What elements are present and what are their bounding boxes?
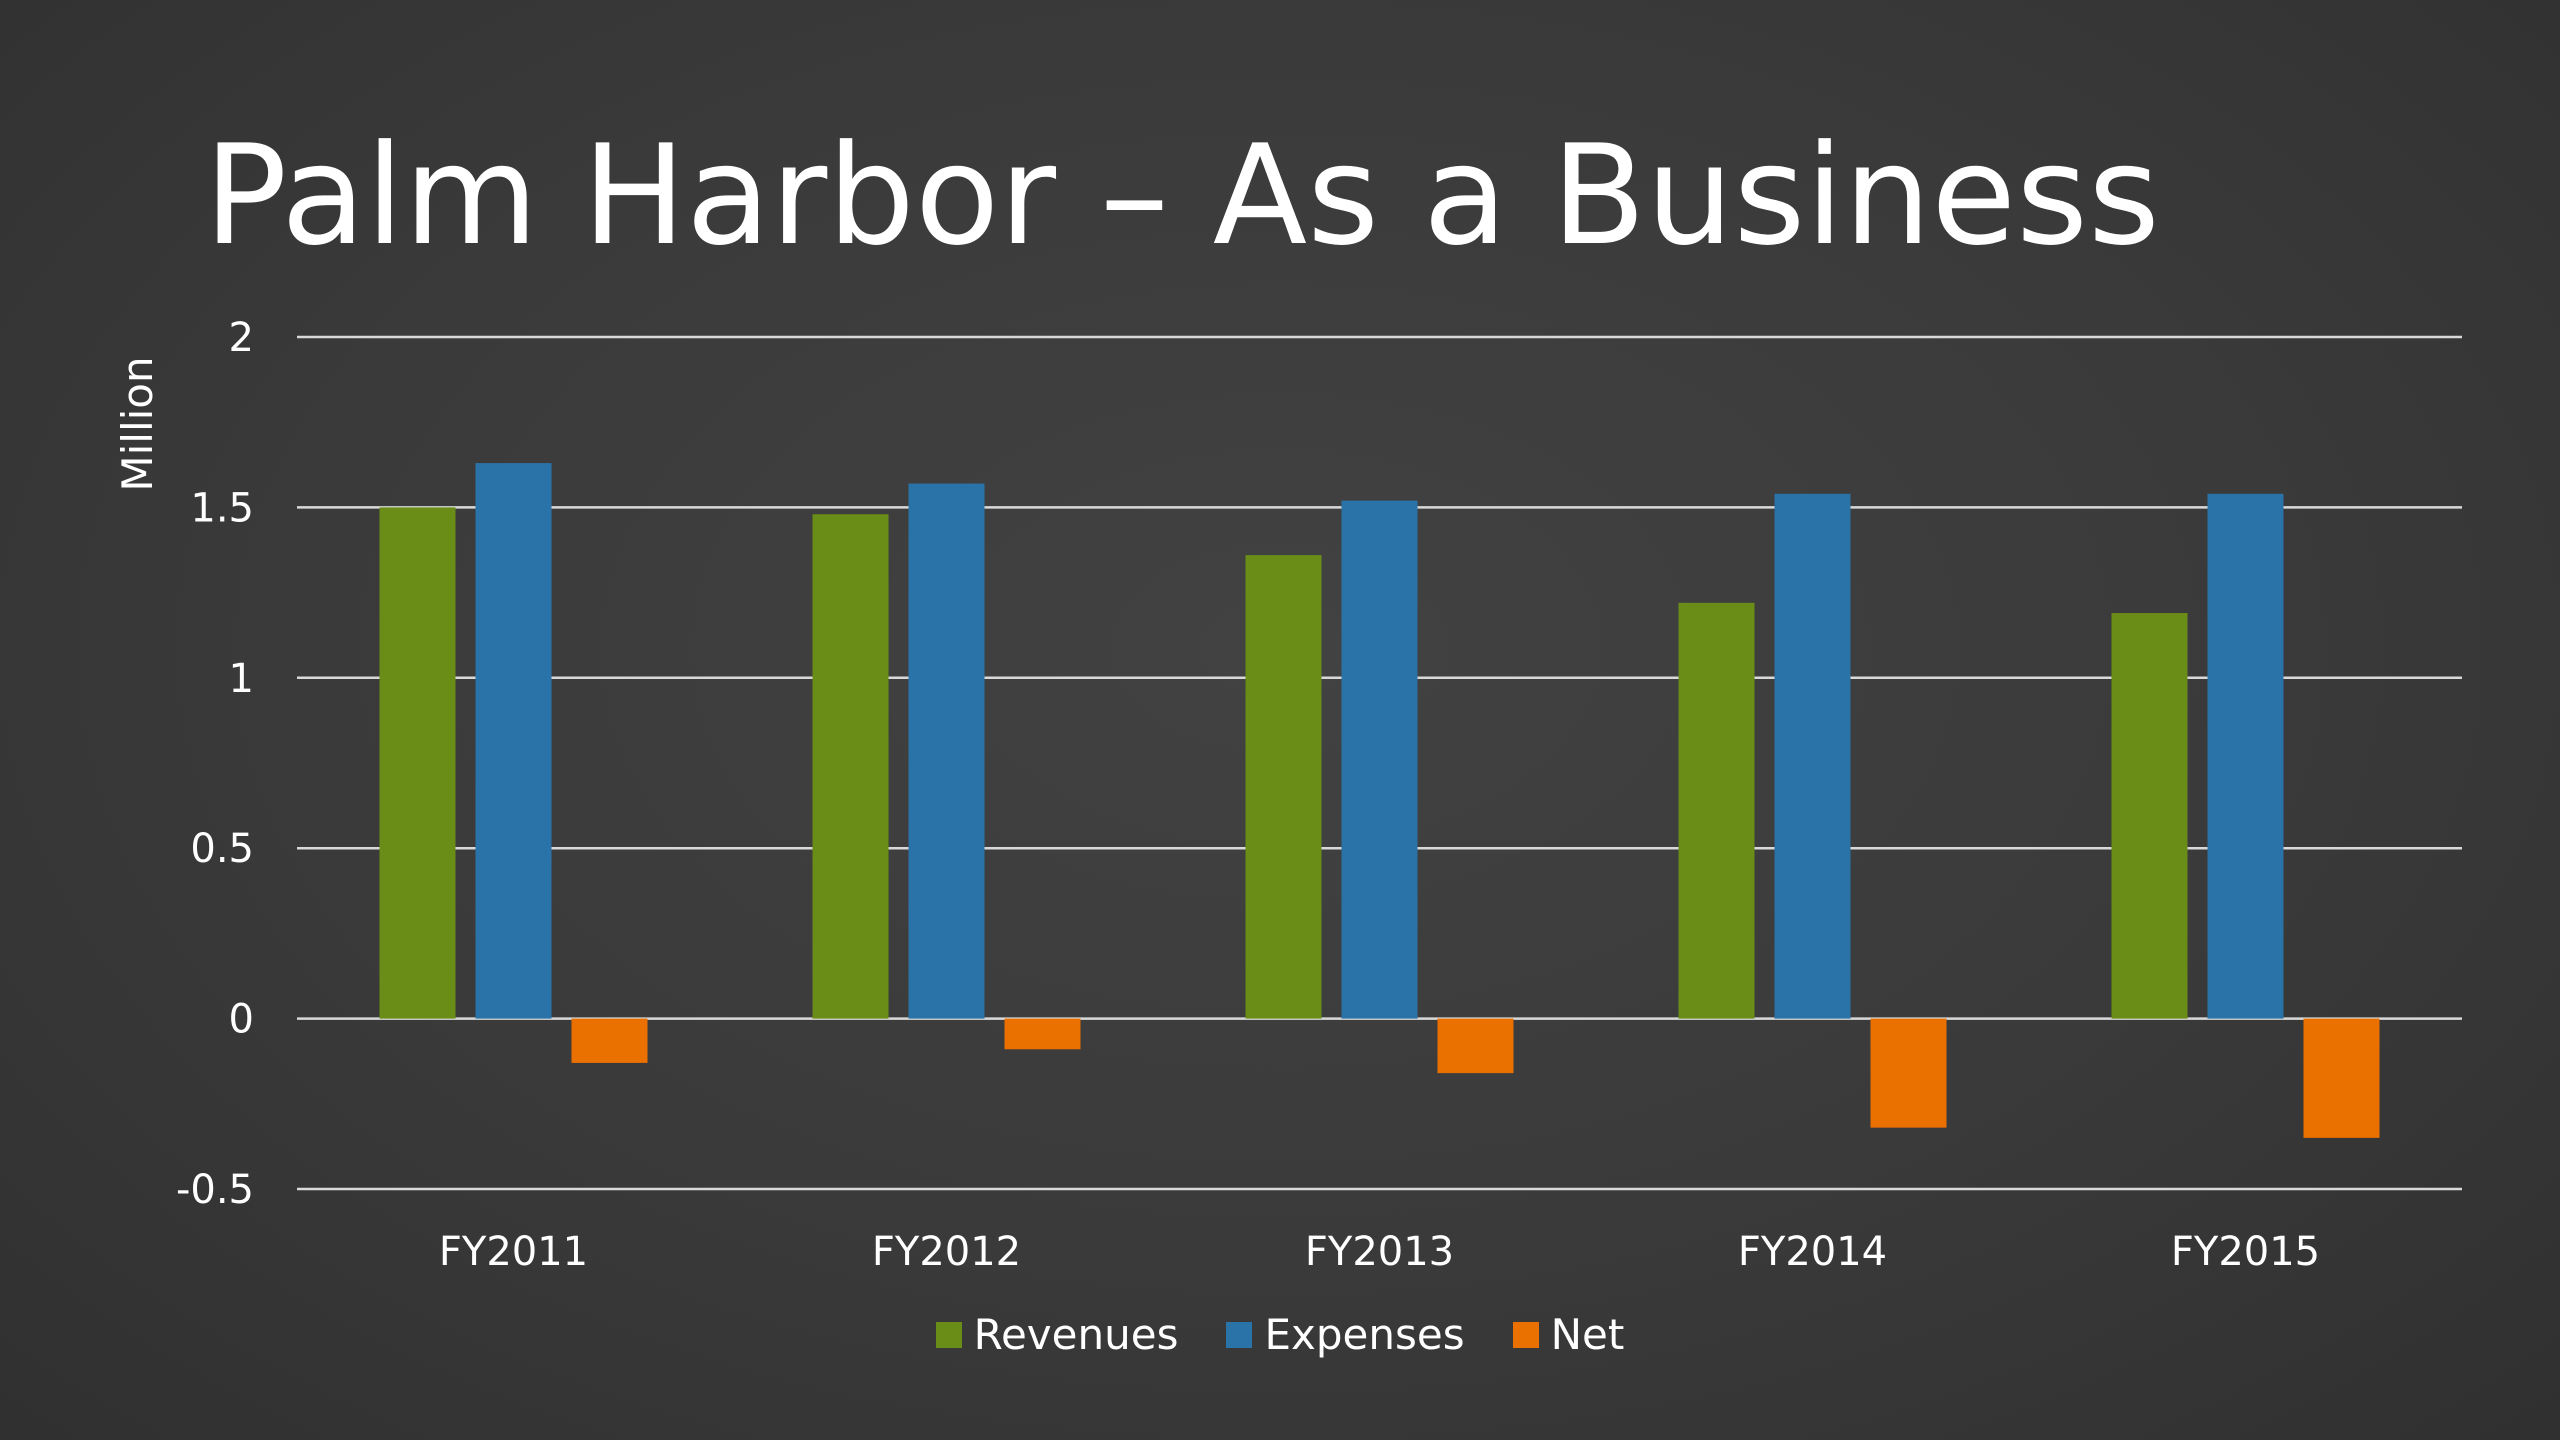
y-axis-ticks: 2 1.5 1 0.5 0 -0.5 xyxy=(176,315,254,1213)
y-tick-label: 1 xyxy=(229,656,254,702)
x-axis-categories: FY2011 FY2012 FY2013 FY2014 FY2015 xyxy=(439,1229,2320,1275)
bar-expenses-fy2011 xyxy=(475,463,552,1019)
y-tick-label: 2 xyxy=(229,315,254,361)
legend-swatch xyxy=(1226,1321,1253,1348)
bar-net-fy2012 xyxy=(1004,1018,1081,1050)
bar-expenses-fy2014 xyxy=(1774,493,1851,1019)
legend-item-revenues: Revenues xyxy=(935,1310,1179,1359)
x-category-label: FY2013 xyxy=(1305,1229,1454,1275)
bar-expenses-fy2015 xyxy=(2207,493,2284,1019)
y-tick-label: 0.5 xyxy=(190,826,254,872)
legend-label: Net xyxy=(1550,1310,1625,1359)
bar-expenses-fy2012 xyxy=(908,483,985,1019)
bar-net-fy2015 xyxy=(2303,1018,2380,1138)
bar-revenues-fy2015 xyxy=(2111,613,2188,1019)
legend-item-net: Net xyxy=(1512,1310,1625,1359)
x-category-label: FY2011 xyxy=(439,1229,588,1275)
legend-label: Expenses xyxy=(1264,1310,1465,1359)
bar-revenues-fy2012 xyxy=(812,514,889,1019)
x-category-label: FY2015 xyxy=(2171,1229,2320,1275)
slide-title: Palm Harbor – As a Business xyxy=(204,115,2160,276)
bar-net-fy2014 xyxy=(1870,1018,1947,1128)
legend-item-expenses: Expenses xyxy=(1226,1310,1465,1359)
bar-expenses-fy2013 xyxy=(1341,500,1418,1019)
legend-swatch xyxy=(1512,1321,1539,1348)
y-axis-title: Million xyxy=(113,356,162,491)
y-tick-label: 0 xyxy=(229,997,254,1043)
bar-net-fy2013 xyxy=(1437,1018,1514,1074)
legend-label: Revenues xyxy=(973,1310,1179,1359)
y-tick-label: 1.5 xyxy=(190,485,254,531)
bars xyxy=(379,463,2380,1138)
bar-revenues-fy2011 xyxy=(379,507,456,1019)
x-category-label: FY2014 xyxy=(1738,1229,1887,1275)
chart-legend: Revenues Expenses Net xyxy=(0,1310,2560,1359)
y-tick-label: -0.5 xyxy=(176,1167,254,1213)
legend-swatch xyxy=(935,1321,962,1348)
x-category-label: FY2012 xyxy=(872,1229,1021,1275)
bar-revenues-fy2014 xyxy=(1678,602,1755,1019)
bar-revenues-fy2013 xyxy=(1245,555,1322,1019)
bar-net-fy2011 xyxy=(571,1018,648,1063)
